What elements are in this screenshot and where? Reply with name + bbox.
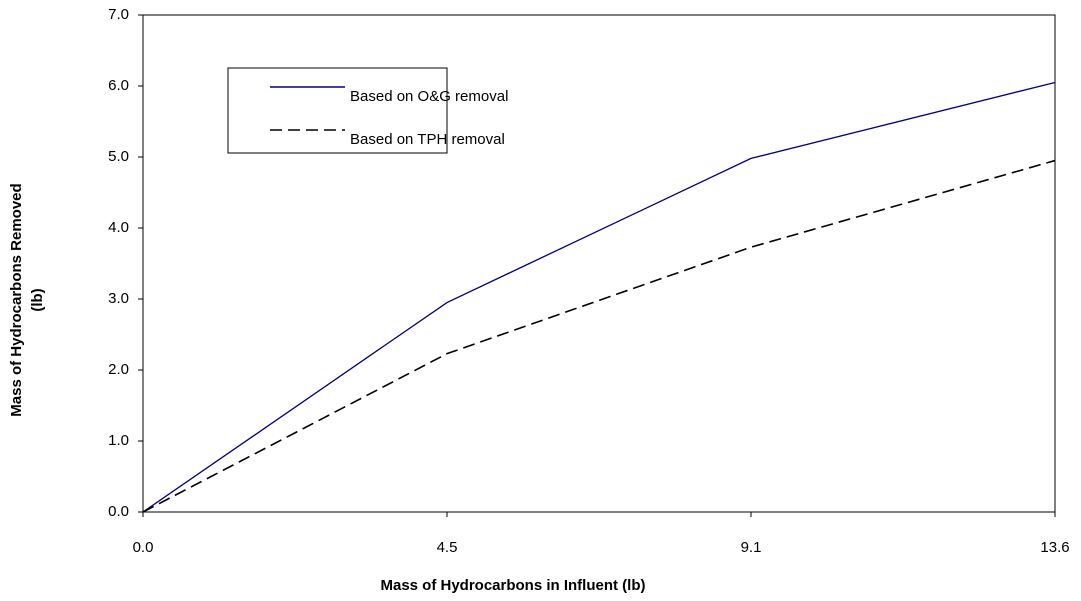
x-tick-label: 4.5	[437, 539, 458, 556]
x-tick-label: 0.0	[133, 539, 154, 556]
plot-frame	[143, 14, 1056, 512]
legend-label: Based on TPH removal	[350, 131, 505, 148]
y-axis-title: (lb)	[29, 288, 46, 311]
y-tick-label: 7.0	[108, 6, 129, 23]
x-tick-label: 13.6	[1040, 539, 1069, 556]
x-tick-label: 9.1	[741, 539, 762, 556]
y-tick-label: 6.0	[108, 77, 129, 94]
y-tick-label: 0.0	[108, 503, 129, 520]
y-tick-label: 5.0	[108, 148, 129, 165]
y-axis-title: Mass of Hydrocarbons Removed	[8, 183, 25, 416]
y-tick-label: 3.0	[108, 290, 129, 307]
y-tick-label: 2.0	[108, 361, 129, 378]
y-tick-label: 4.0	[108, 219, 129, 236]
x-axis-title: Mass of Hydrocarbons in Influent (lb)	[380, 577, 645, 594]
legend-label: Based on O&G removal	[350, 88, 508, 105]
data-line	[142, 159, 1056, 513]
data-line	[142, 81, 1056, 513]
y-tick-label: 1.0	[108, 432, 129, 449]
legend-box	[227, 67, 448, 154]
